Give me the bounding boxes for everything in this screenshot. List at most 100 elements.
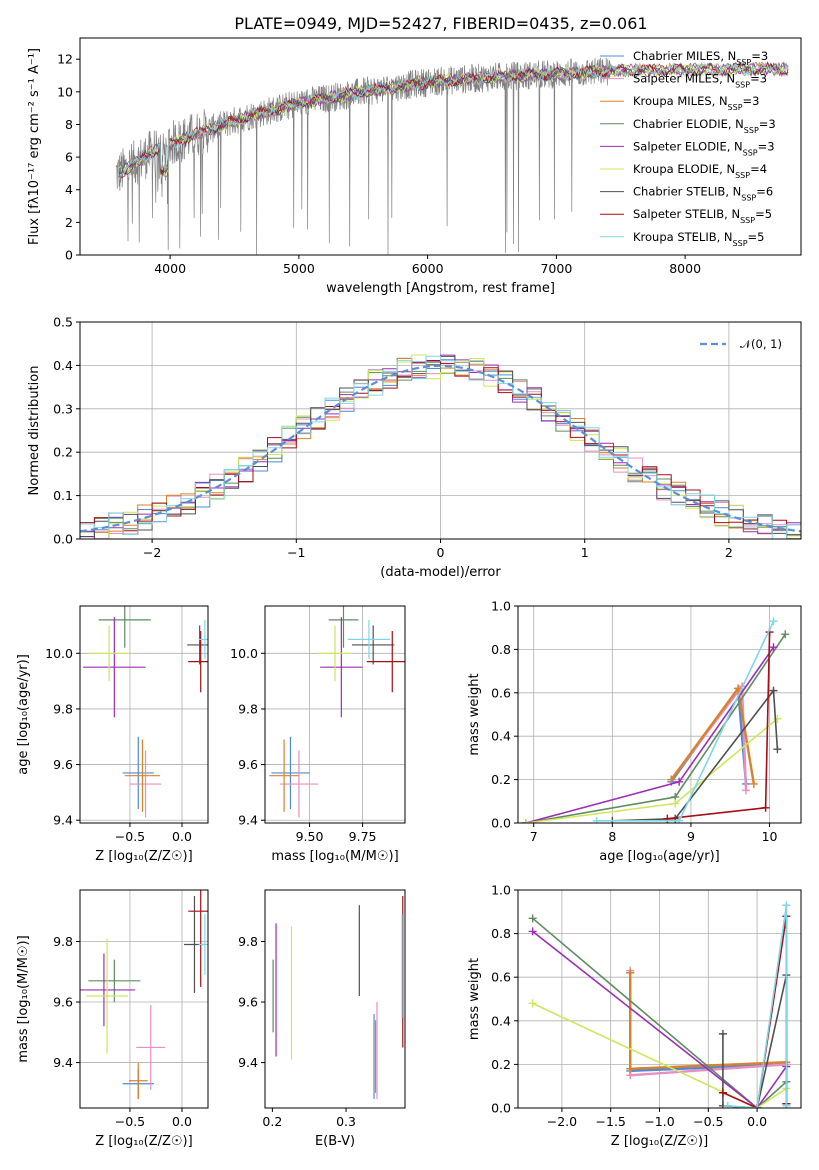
- legend-name: Salpeter STELIB, N: [633, 207, 740, 221]
- age_vs_Z-panel: −0.5 0.0 9.4 9.6 9.8 10.0 Z [log₁₀(Z/Z☉)] age […: [16, 605, 209, 864]
- y-tick-label: 1.0: [491, 883, 511, 898]
- legend-n: =3: [758, 139, 775, 153]
- age_vs_mass-panel: 9.50 9.75 9.4 9.6 9.8 10.0 mass [log₁₀(M/M☉)]: [230, 605, 406, 864]
- y-axis-label: Normed distribution: [27, 366, 42, 496]
- weight-marker: [626, 1064, 635, 1073]
- legend-n: =3: [750, 72, 767, 86]
- x-axis-label: wavelength [Angstrom, rest frame]: [326, 281, 555, 296]
- weight-marker: [773, 745, 782, 754]
- weight-marker: [675, 777, 684, 786]
- y-tick-label: 9.6: [238, 757, 258, 772]
- y-tick-label: 2: [65, 215, 73, 230]
- weight-marker: [592, 816, 601, 823]
- y-tick-label: 9.8: [53, 701, 73, 716]
- weight-marker: [781, 630, 790, 639]
- weight-marker: [528, 927, 537, 936]
- weight-marker: [626, 968, 635, 977]
- x-tick-label: 0.0: [747, 1114, 767, 1129]
- weight-marker: [723, 1101, 732, 1108]
- legend-label: Kroupa STELIB, NSSP=5: [633, 230, 764, 248]
- legend-name: Kroupa ELODIE, N: [633, 162, 735, 176]
- x-tick-label: 0.3: [336, 1114, 356, 1129]
- weight-marker: [734, 684, 743, 693]
- legend-label: Kroupa ELODIE, NSSP=4: [633, 162, 767, 180]
- weight-marker: [521, 819, 530, 823]
- y-tick-label: 12: [57, 52, 73, 67]
- legend-label: Salpeter MILES, NSSP=3: [633, 72, 767, 90]
- y-tick-label: 0.0: [53, 532, 73, 547]
- x-tick-label: 7: [530, 829, 538, 844]
- plot-area: [272, 896, 404, 1099]
- y-tick-label: 0.0: [491, 816, 511, 831]
- weight-marker: [675, 816, 684, 823]
- y-tick-label: 10.0: [45, 646, 73, 661]
- spectrum-panel: 4000 5000 6000 7000 8000 0 2 4 6 8 10 12 wavelength …: [27, 37, 802, 296]
- x-tick-label: 8: [608, 829, 616, 844]
- y-tick-label: 9.4: [53, 813, 73, 828]
- y-tick-label: 9.8: [238, 701, 258, 716]
- legend-n: =5: [748, 230, 765, 244]
- y-tick-label: 9.6: [53, 757, 73, 772]
- y-axis-label: mass weight: [467, 958, 482, 1040]
- legend-label: Chabrier ELODIE, NSSP=3: [633, 117, 776, 135]
- legend-name: Kroupa STELIB, N: [633, 230, 733, 244]
- x-axis-label: mass [log₁₀(M/M☉)]: [271, 849, 398, 864]
- x-axis-label: (data-model)/error: [380, 565, 501, 580]
- weight-line: [612, 688, 779, 822]
- legend-label: Chabrier STELIB, NSSP=6: [633, 185, 773, 203]
- legend-n: =3: [759, 117, 776, 131]
- mass_vs_ebv-panel: 0.2 0.3 9.4 9.6 9.8 E(B-V): [238, 889, 406, 1149]
- y-tick-label: 9.4: [53, 1055, 73, 1070]
- x-tick-label: −0.5: [115, 1114, 145, 1129]
- y-tick-label: 0.0: [491, 1101, 511, 1116]
- x-tick-label: −1.5: [596, 1114, 626, 1129]
- axes-frame: [517, 889, 802, 1109]
- y-tick-label: 0: [65, 248, 73, 263]
- y-tick-label: 0.4: [491, 1013, 511, 1028]
- axes-frame: [264, 889, 406, 1109]
- legend-sub: SSP: [736, 58, 751, 67]
- legend-label: 𝒩(0, 1): [740, 337, 782, 351]
- y-tick-label: 9.6: [238, 995, 258, 1010]
- y-tick-label: 0.2: [491, 772, 511, 787]
- axes-frame: [264, 605, 406, 824]
- legend-sub: SSP: [744, 125, 759, 134]
- y-tick-label: 0.2: [491, 1057, 511, 1072]
- weight-line: [727, 905, 788, 1108]
- y-tick-label: 10.0: [230, 646, 258, 661]
- y-axis-label: Flux [fλ10⁻¹⁷ erg cm⁻² s⁻¹ A⁻¹]: [27, 48, 42, 245]
- legend-n: =6: [756, 185, 773, 199]
- residual-histogram: [80, 355, 801, 539]
- weight-marker: [749, 779, 758, 788]
- y-tick-label: 0.8: [491, 642, 511, 657]
- x-axis-label: Z [log₁₀(Z/Z☉)]: [611, 1134, 708, 1149]
- legend-sub: SSP: [735, 171, 750, 180]
- legend-label: Kroupa MILES, NSSP=3: [633, 94, 759, 112]
- x-tick-label: 9: [687, 829, 695, 844]
- x-tick-label: 0: [437, 545, 445, 560]
- x-axis-label: Z [log₁₀(Z/Z☉)]: [95, 849, 192, 864]
- weight_vs_Z-panel: −2.0 −1.5 −1.0 −0.5 0.0 0.0 0.2 0.4 0.6 0.8 1.0 Z […: [467, 883, 802, 1149]
- x-tick-label: 6000: [412, 261, 444, 276]
- legend-label: Chabrier MILES, NSSP=3: [633, 49, 768, 67]
- x-tick-label: −0.5: [693, 1114, 723, 1129]
- y-tick-label: 4: [65, 182, 73, 197]
- weight-line: [532, 917, 787, 1108]
- x-tick-label: 2: [725, 545, 733, 560]
- residual-histogram: [80, 360, 801, 539]
- plot-area: [80, 322, 801, 539]
- legend-n: =5: [755, 207, 772, 221]
- residual-histogram: [80, 360, 801, 536]
- y-tick-label: 9.8: [53, 934, 73, 949]
- x-tick-label: 0.2: [262, 1114, 282, 1129]
- y-axis-label: age [log₁₀(age/yr)]: [16, 654, 31, 775]
- x-tick-label: 10: [762, 829, 778, 844]
- x-tick-label: −2.0: [547, 1114, 577, 1129]
- x-axis-label: Z [log₁₀(Z/Z☉)]: [95, 1134, 192, 1149]
- axes-frame: [79, 37, 802, 256]
- weight-marker: [761, 803, 770, 812]
- legend-n: =3: [751, 49, 768, 63]
- panels: 4000 5000 6000 7000 8000024681012wavelength …: [16, 37, 802, 1149]
- y-tick-label: 0.6: [491, 970, 511, 985]
- legend-label: Salpeter STELIB, NSSP=5: [633, 207, 772, 225]
